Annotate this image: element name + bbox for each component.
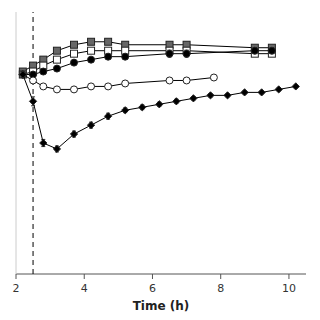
point-marker [53, 86, 60, 93]
point-marker [183, 77, 190, 84]
point-marker [40, 83, 47, 90]
point-marker [275, 86, 282, 93]
series [19, 47, 275, 78]
point-marker [224, 92, 231, 99]
point-marker [71, 86, 78, 93]
x-axis-line [16, 274, 306, 275]
point-marker [70, 130, 77, 137]
point-marker [166, 77, 173, 84]
page: {"chart_data": {"type": "line", "xlabel"… [0, 0, 320, 320]
point-marker [71, 41, 78, 48]
point-marker [40, 139, 47, 146]
vertical-reference-line [33, 12, 34, 274]
x-tick [220, 274, 221, 279]
point-marker [19, 71, 26, 78]
point-marker [241, 89, 248, 96]
point-marker [268, 47, 275, 54]
x-tick [84, 274, 85, 279]
point-marker [173, 98, 180, 105]
x-tick-label: 6 [149, 282, 156, 295]
point-marker [105, 113, 112, 120]
point-marker [251, 47, 258, 54]
x-tick-label: 8 [217, 282, 224, 295]
point-marker [105, 83, 112, 90]
point-marker [122, 107, 129, 114]
series [19, 71, 299, 153]
series [19, 38, 275, 75]
series-line [23, 75, 296, 149]
point-marker [292, 83, 299, 90]
point-marker [105, 53, 112, 60]
x-tick [152, 274, 153, 279]
point-marker [190, 95, 197, 102]
chart-svg: 2 4 6 8 10 Time (h) [0, 0, 320, 320]
point-marker [19, 71, 26, 78]
point-marker [88, 56, 95, 63]
series-line [23, 42, 272, 72]
y-axis-line [16, 12, 17, 274]
point-marker [53, 47, 60, 54]
x-tick-label: 2 [13, 282, 20, 295]
point-marker [53, 145, 60, 152]
point-marker [88, 38, 95, 45]
point-marker [53, 56, 60, 63]
axes: 2 4 6 8 10 [13, 12, 307, 295]
point-marker [53, 65, 60, 72]
point-marker [29, 98, 36, 105]
point-marker [87, 122, 94, 129]
series-line [23, 75, 214, 90]
point-marker [183, 50, 190, 57]
point-marker [30, 77, 37, 84]
point-marker [139, 104, 146, 111]
x-axis-label: Time (h) [133, 299, 190, 313]
series-line [23, 51, 272, 75]
x-tick [288, 274, 289, 279]
point-marker [71, 59, 78, 66]
x-tick-label: 10 [282, 282, 296, 295]
point-marker [88, 83, 95, 90]
x-tick-label: 4 [81, 282, 88, 295]
point-marker [19, 71, 26, 78]
point-marker [105, 38, 112, 45]
point-marker [258, 89, 265, 96]
background [0, 0, 320, 320]
point-marker [40, 68, 47, 75]
series-line [23, 51, 272, 75]
point-marker [166, 50, 173, 57]
chart-container: 2 4 6 8 10 Time (h) [0, 0, 320, 320]
point-marker [19, 71, 26, 78]
point-marker [207, 92, 214, 99]
point-marker [156, 101, 163, 108]
x-tick [16, 274, 17, 279]
series [19, 47, 275, 78]
point-marker [122, 53, 129, 60]
point-marker [210, 74, 217, 81]
point-marker [71, 50, 78, 57]
point-marker [122, 80, 129, 87]
point-marker [88, 47, 95, 54]
series [19, 71, 217, 93]
plot-area [19, 12, 299, 274]
